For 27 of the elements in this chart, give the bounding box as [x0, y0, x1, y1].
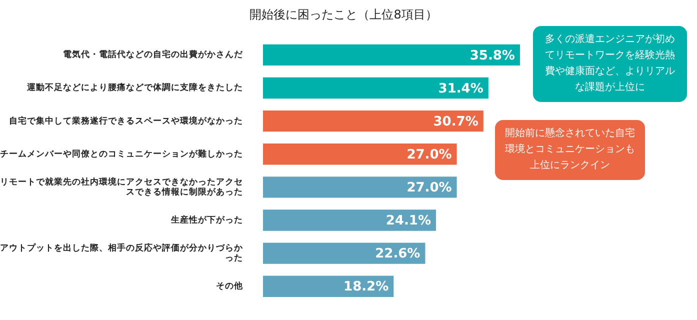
chart-title: 開始後に困ったこと（上位8項目） — [250, 7, 438, 22]
y-tick-label: その他 — [216, 280, 244, 292]
bar — [263, 176, 457, 198]
y-tick-label: アウトプットを出した際、相手の反応や評価が分かりづらかった — [0, 242, 244, 264]
y-tick-label: チームメンバーや同僚とのコミュニケーションが難しかった — [0, 148, 243, 160]
bar — [263, 210, 436, 231]
bar — [263, 276, 394, 297]
bar — [263, 242, 426, 264]
bar — [263, 144, 457, 165]
data-label: 24.1% — [386, 214, 431, 229]
bar — [263, 110, 484, 132]
text: 多くの派遣エンジニアが初めてリモートワークを経験光熱費や健康面など、よりリアルな課題が上位に — [533, 26, 687, 102]
data-label: 31.4% — [438, 81, 484, 96]
y-tick-label: 自宅で集中して業務遂行できるスペースや環境がなかった — [9, 115, 243, 126]
y-tick-label: 生産性が下がった — [170, 214, 243, 226]
y-tick-label: 電気代・電話代などの自宅の出費がかさんだ — [63, 49, 244, 60]
data-label: 18.2% — [344, 280, 389, 295]
annotation: 開始前に懸念されていた自宅環境とコミュニケーションも上位にランクイン — [495, 120, 645, 180]
data-label: 30.7% — [433, 114, 478, 130]
bar — [263, 44, 520, 66]
bar — [263, 77, 488, 99]
data-label: 35.8% — [470, 48, 515, 64]
y-tick-label: 運動不足などにより腰痛などで体調に支障をきたした — [26, 82, 243, 94]
data-label: 22.6% — [375, 246, 420, 262]
data-label: 27.0% — [406, 147, 452, 162]
data-label: 27.0% — [406, 180, 452, 196]
y-tick-label: リモートで就業先の社内環境にアクセスできなかったアクセスできる情報に制限があった — [0, 176, 243, 198]
